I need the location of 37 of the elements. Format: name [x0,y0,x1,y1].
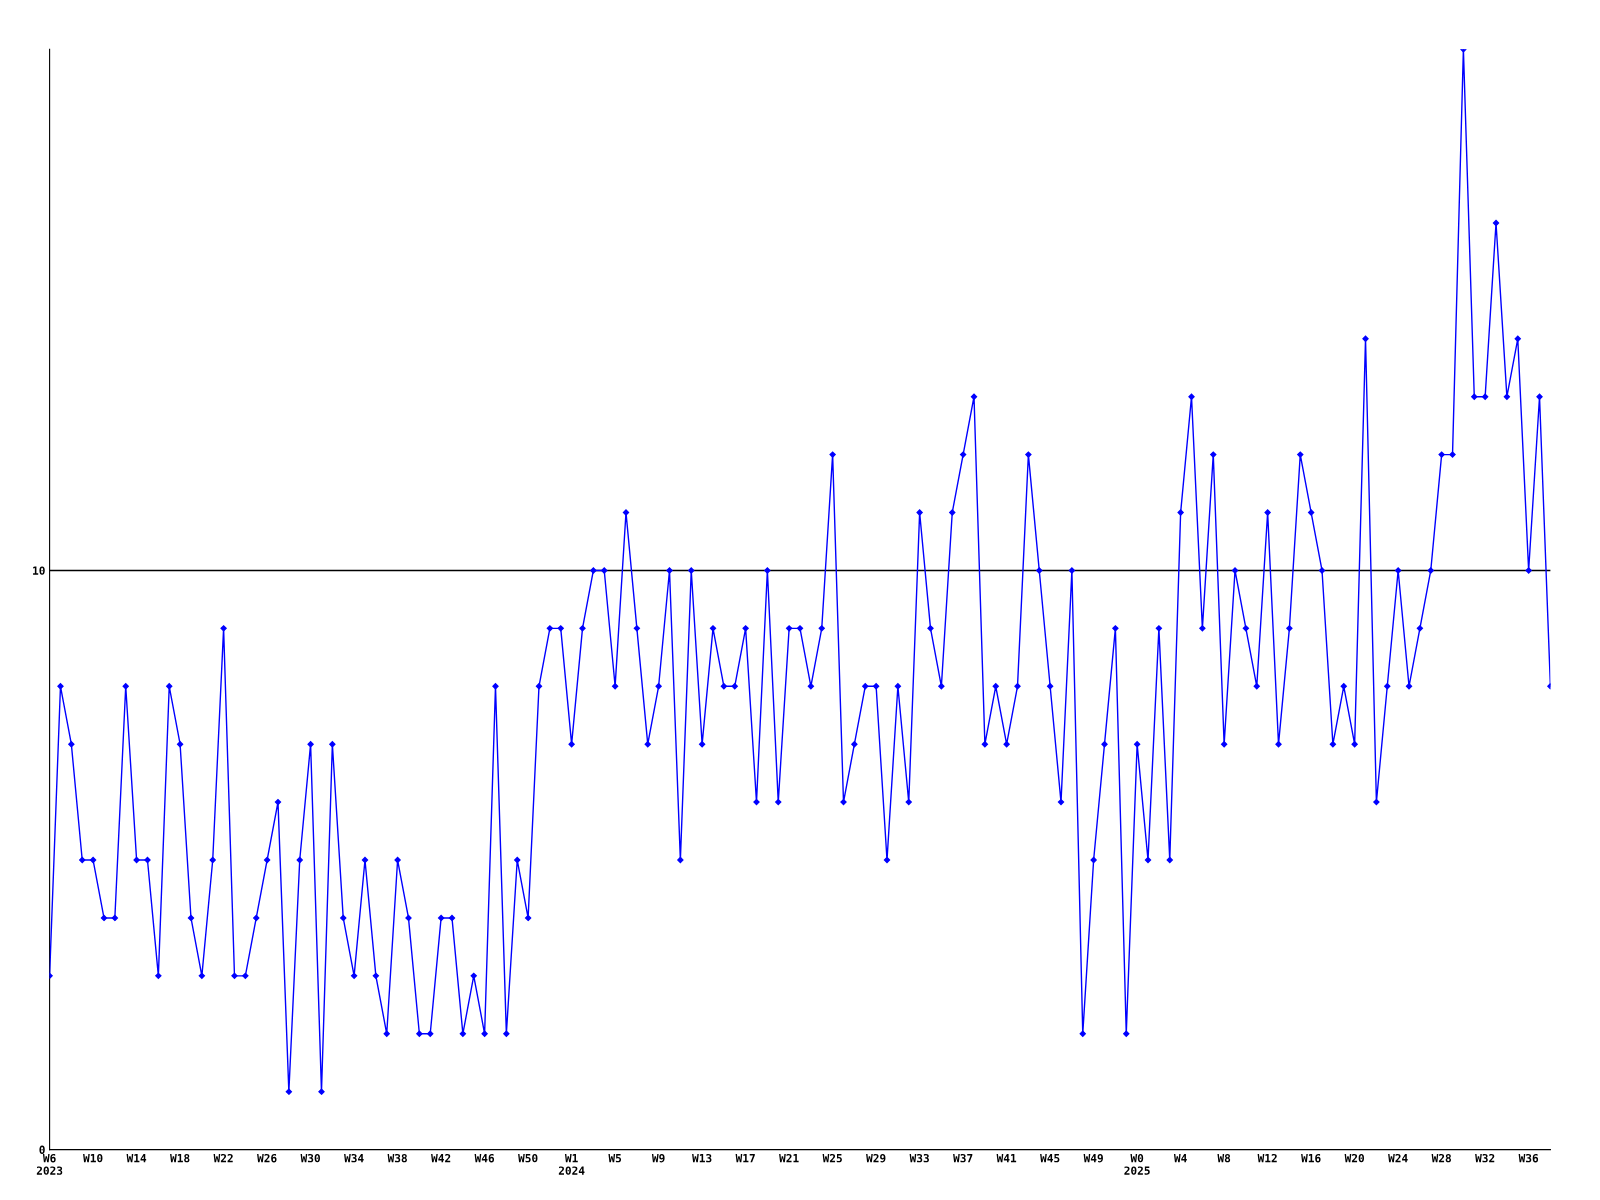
x-tick-label: W50 [518,1153,538,1163]
x-tick-label: W5 [608,1154,622,1163]
x-tick-label: W42 [431,1153,451,1163]
x-tick-label: W37 [953,1153,973,1163]
x-tick-label: W34 [344,1153,364,1163]
x-tick-label: W26 [257,1153,277,1163]
x-tick-label: W13 [692,1153,712,1163]
x-tick-label: W38 [387,1153,407,1163]
x-tick-label: W30 [300,1153,320,1163]
x-tick-label: W32 [1475,1153,1495,1163]
x-tick-label: W4 [1173,1154,1187,1163]
x-tick-label: W20 [1344,1153,1365,1163]
x-tick-label: W18 [170,1153,190,1163]
x-tick-label: W8 [1217,1153,1231,1163]
x-tick-label: W12 [1257,1153,1277,1163]
x-tick-label: W21 [779,1153,799,1163]
x-tick-label: W36 [1518,1153,1539,1163]
x-tick-label: W49 [1083,1154,1103,1163]
x-tick-label: W45 [1040,1154,1060,1163]
x-tick-label: W17 [735,1154,755,1163]
x-tick-label: W6 2023 [36,1153,63,1175]
x-tick-label: W9 [651,1154,665,1163]
x-tick-label: W28 [1431,1153,1451,1163]
x-tick-label: W0 2025 [1124,1153,1150,1175]
x-tick-label: W24 [1388,1153,1408,1163]
x-tick-label: W10 [83,1153,103,1163]
x-tick-label: W22 [213,1153,233,1163]
y-tick-label: 0 [39,1145,45,1154]
x-tick-label: W16 [1301,1153,1321,1163]
x-tick-label: W33 [909,1153,929,1163]
x-tick-label: W1 2024 [558,1154,585,1175]
x-tick-label: W41 [996,1154,1017,1163]
x-tick-label: W29 [866,1153,886,1163]
y-tick-label: 10 [33,566,45,575]
x-tick-label: W46 [474,1153,495,1163]
x-tick-label: W14 [126,1154,147,1163]
x-tick-label: W25 [822,1153,842,1163]
